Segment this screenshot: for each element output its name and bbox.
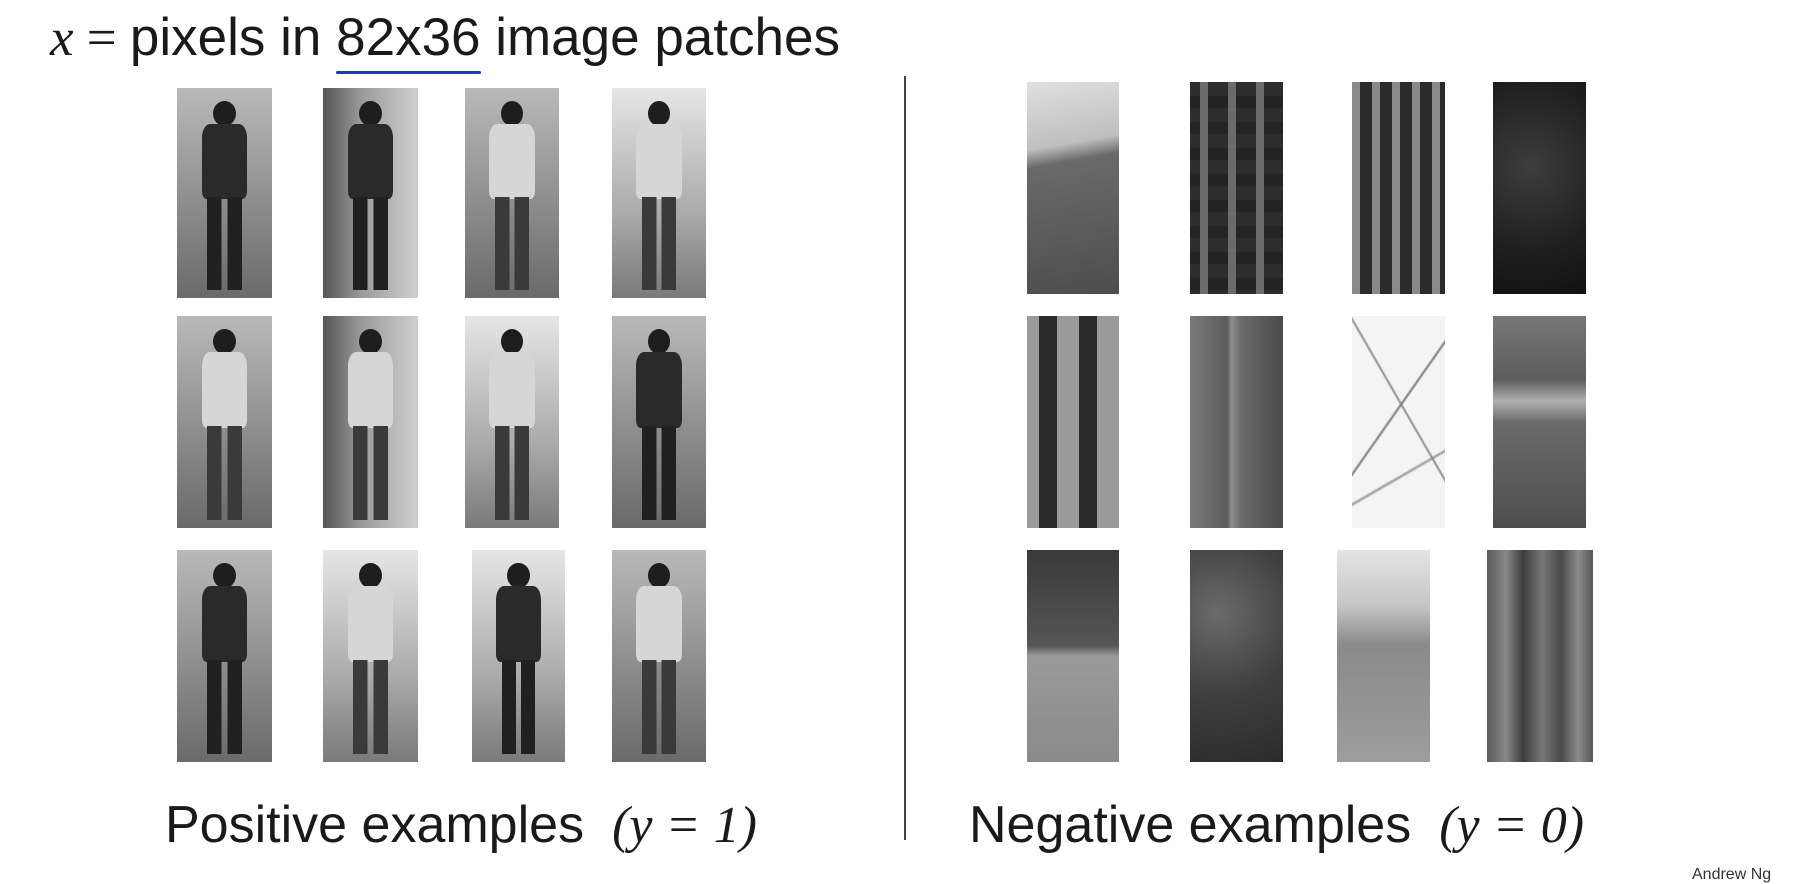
author-credit: Andrew Ng [1692, 866, 1772, 883]
positive-patch [465, 316, 559, 528]
title-equals: = [73, 9, 130, 67]
title-variable: x [50, 9, 74, 67]
positive-patch [323, 88, 418, 298]
negative-patch [1352, 316, 1445, 528]
title-text-after: image patches [480, 8, 840, 67]
positive-patch [612, 550, 706, 762]
slide-title: x = pixels in 82x36 image patches [50, 8, 840, 74]
positive-label: (y = 1) [612, 797, 757, 854]
negative-label: (y = 0) [1439, 797, 1585, 854]
title-dimensions-text: 82x36 [336, 8, 481, 67]
positive-patch [612, 316, 706, 528]
positive-patch [177, 550, 272, 762]
underline-annotation [336, 71, 481, 74]
negative-patch [1190, 550, 1283, 762]
negative-patch [1337, 550, 1430, 762]
positive-patch [472, 550, 565, 762]
negative-patch [1027, 316, 1119, 528]
positive-patch [612, 88, 706, 298]
negative-patch [1493, 316, 1586, 528]
negative-caption-text: Negative examples [969, 796, 1412, 854]
negative-patch [1190, 316, 1283, 528]
positive-caption: Positive examples (y = 1) [165, 795, 757, 856]
negative-caption: Negative examples (y = 0) [969, 795, 1584, 856]
title-text-before: pixels in [129, 8, 337, 67]
positive-patch [177, 88, 272, 298]
positive-patch [177, 316, 272, 528]
title-dimensions: 82x36 [336, 8, 481, 74]
negative-patch [1027, 550, 1119, 762]
negative-patch [1027, 82, 1119, 294]
positive-patch [323, 550, 418, 762]
negative-patch [1493, 82, 1586, 294]
negative-patch [1190, 82, 1283, 294]
positive-caption-text: Positive examples [165, 796, 585, 854]
positive-patch [465, 88, 559, 298]
column-divider [904, 76, 906, 840]
positive-patch [323, 316, 418, 528]
negative-patch [1487, 550, 1593, 762]
negative-patch [1352, 82, 1445, 294]
